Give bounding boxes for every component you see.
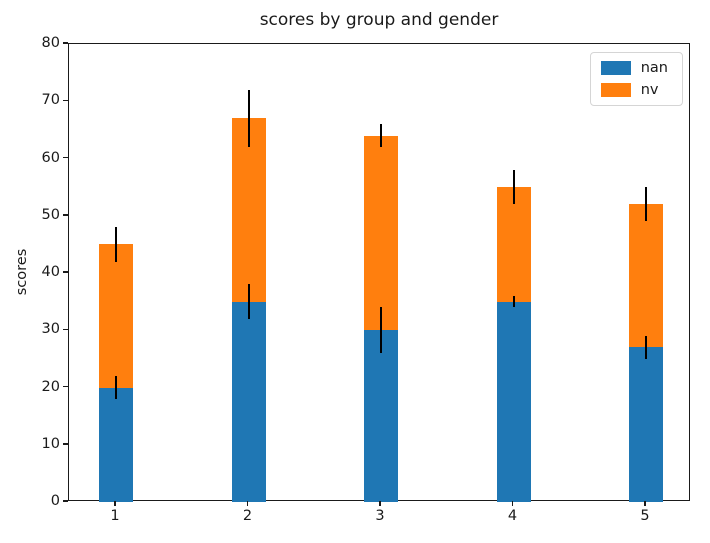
x-tick-label: 5 bbox=[640, 508, 650, 524]
y-tick-label: 30 bbox=[41, 321, 60, 338]
y-tick-mark bbox=[63, 99, 68, 101]
bar-segment-nv bbox=[629, 204, 664, 348]
error-bar-nan bbox=[115, 376, 118, 399]
plot-area: nan nv bbox=[68, 43, 690, 502]
y-tick-label: 50 bbox=[41, 206, 60, 223]
bar-segment-nv bbox=[99, 244, 134, 388]
error-bar-nv bbox=[115, 227, 118, 262]
bar-segment-nan bbox=[629, 347, 664, 502]
bar-segment-nan bbox=[99, 387, 134, 502]
y-tick-mark bbox=[63, 42, 68, 44]
legend: nan nv bbox=[589, 52, 683, 106]
legend-entry-nv: nv bbox=[600, 82, 672, 98]
x-tick-mark bbox=[511, 501, 514, 506]
error-bar-nan bbox=[380, 307, 383, 354]
bar-segment-nan bbox=[364, 330, 399, 502]
x-tick-label: 3 bbox=[375, 508, 385, 524]
x-tick-label: 2 bbox=[242, 508, 253, 524]
legend-label-nan: nan bbox=[640, 60, 668, 76]
y-tick-label: 80 bbox=[41, 35, 60, 51]
y-tick-label: 20 bbox=[41, 378, 60, 395]
x-tick-mark bbox=[379, 501, 381, 506]
bar-segment-nan bbox=[231, 301, 266, 502]
error-bar-nan bbox=[645, 335, 648, 359]
chart-title: scores by group and gender bbox=[259, 10, 499, 30]
error-bar-nv bbox=[247, 89, 250, 148]
y-tick-mark bbox=[63, 328, 68, 330]
y-tick-mark bbox=[63, 214, 68, 216]
y-tick-label: 60 bbox=[41, 149, 60, 166]
legend-entry-nan: nan bbox=[600, 60, 672, 76]
bar-segment-nv bbox=[364, 135, 399, 331]
y-tick-label: 40 bbox=[41, 264, 60, 280]
error-bar-nan bbox=[247, 284, 250, 319]
y-tick-label: 0 bbox=[50, 493, 60, 509]
legend-label-nv: nv bbox=[640, 82, 659, 98]
bar-segment-nan bbox=[496, 301, 531, 502]
error-bar-nan bbox=[512, 295, 515, 308]
error-bar-nv bbox=[380, 124, 383, 148]
y-tick-mark bbox=[63, 156, 68, 159]
error-bar-nv bbox=[645, 187, 648, 222]
y-tick-mark bbox=[63, 500, 68, 502]
y-tick-mark bbox=[63, 271, 68, 273]
x-tick-label: 4 bbox=[507, 508, 518, 524]
x-tick-mark bbox=[246, 501, 249, 506]
y-tick-label: 70 bbox=[41, 92, 60, 109]
error-bar-nv bbox=[512, 169, 515, 205]
y-tick-mark bbox=[63, 443, 68, 445]
y-tick-mark bbox=[63, 385, 68, 388]
x-tick-mark bbox=[114, 501, 116, 506]
legend-swatch-nan bbox=[600, 61, 631, 75]
y-tick-label: 10 bbox=[41, 435, 60, 452]
x-tick-mark bbox=[644, 501, 646, 506]
x-tick-label: 1 bbox=[110, 508, 120, 524]
legend-swatch-nv bbox=[600, 83, 631, 97]
bar-segment-nv bbox=[231, 118, 266, 302]
bar-segment-nv bbox=[496, 187, 531, 302]
